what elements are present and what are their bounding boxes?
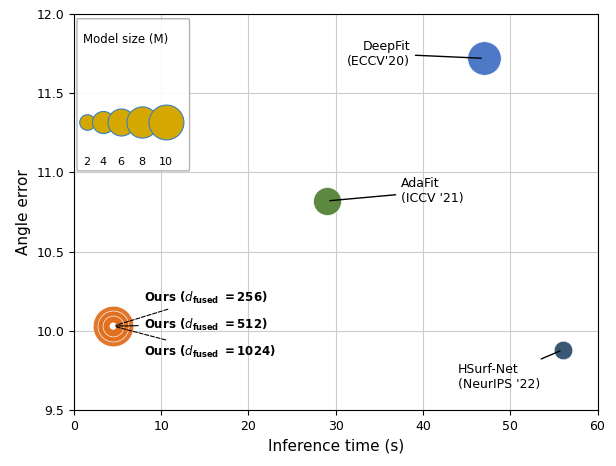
Point (108, 322, 118, 330)
Text: 8: 8 (139, 157, 145, 166)
Text: 10: 10 (158, 157, 172, 166)
Text: $\bf{Ours}$ ($\bf{\mathit{d}_{fused}}$ $\bf{= 1024}$): $\bf{Ours}$ ($\bf{\mathit{d}_{fused}}$ $… (116, 327, 275, 359)
FancyBboxPatch shape (77, 19, 190, 171)
Text: DeepFit
(ECCV'20): DeepFit (ECCV'20) (347, 40, 481, 68)
Text: 6: 6 (118, 157, 124, 166)
Point (479, 55, 489, 62)
Text: Model size (M): Model size (M) (83, 33, 168, 46)
Text: HSurf-Net
(NeurIPS '22): HSurf-Net (NeurIPS '22) (458, 351, 560, 391)
Point (116, 118, 126, 125)
Point (108, 322, 118, 330)
Point (137, 118, 147, 125)
Point (98, 118, 108, 125)
Y-axis label: Angle error: Angle error (16, 169, 31, 255)
Text: 4: 4 (99, 157, 107, 166)
Point (322, 197, 332, 205)
Text: 2: 2 (83, 157, 91, 166)
Text: $\bf{Ours}$ ($\bf{\mathit{d}_{fused}}$ $\bf{= 256}$): $\bf{Ours}$ ($\bf{\mathit{d}_{fused}}$ $… (116, 289, 267, 325)
Point (82, 118, 92, 125)
Text: AdaFit
(ICCV '21): AdaFit (ICCV '21) (330, 178, 464, 206)
Point (557, 346, 567, 354)
Point (108, 322, 118, 330)
Point (161, 118, 171, 125)
Point (108, 322, 118, 330)
Text: $\bf{Ours}$ ($\bf{\mathit{d}_{fused}}$ $\bf{= 512}$): $\bf{Ours}$ ($\bf{\mathit{d}_{fused}}$ $… (116, 316, 267, 333)
X-axis label: Inference time (s): Inference time (s) (267, 439, 404, 453)
